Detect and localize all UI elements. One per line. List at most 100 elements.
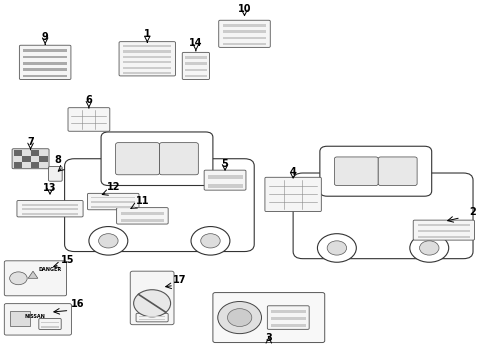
Bar [41,321,59,323]
FancyBboxPatch shape [39,319,61,329]
Bar [21,208,78,210]
Bar [120,212,164,215]
Bar [23,75,67,77]
Bar [417,224,469,226]
FancyBboxPatch shape [412,220,473,240]
FancyBboxPatch shape [334,157,377,185]
Text: 9: 9 [41,32,48,42]
Bar [184,69,206,71]
FancyBboxPatch shape [64,159,254,252]
Bar [91,201,135,203]
FancyBboxPatch shape [218,20,270,48]
Bar [184,75,206,77]
Bar [184,56,206,59]
Bar [222,30,266,33]
Text: DANGER: DANGER [39,266,61,271]
Bar [30,150,39,156]
FancyBboxPatch shape [159,143,198,175]
Text: 13: 13 [43,183,57,193]
FancyBboxPatch shape [136,313,168,322]
Bar [417,236,469,238]
Bar [10,311,30,326]
FancyBboxPatch shape [12,149,49,169]
FancyBboxPatch shape [130,271,174,325]
Bar [123,56,171,58]
Circle shape [191,226,229,255]
Bar [270,310,305,313]
Bar [30,162,39,168]
FancyBboxPatch shape [267,306,308,329]
Bar [39,156,47,162]
FancyBboxPatch shape [116,208,168,224]
Bar [123,45,171,47]
Bar [123,72,171,74]
Circle shape [409,234,448,262]
FancyBboxPatch shape [116,143,159,175]
FancyBboxPatch shape [68,108,110,131]
FancyBboxPatch shape [182,52,209,80]
Bar [21,204,78,206]
Text: 14: 14 [189,38,202,48]
Bar [139,319,165,320]
Bar [123,67,171,69]
FancyBboxPatch shape [101,132,212,185]
Bar [417,230,469,232]
Polygon shape [28,271,38,278]
FancyBboxPatch shape [119,42,175,76]
Bar [22,156,30,162]
Text: 5: 5 [221,159,228,169]
FancyBboxPatch shape [292,173,472,259]
Text: 6: 6 [85,95,92,105]
FancyBboxPatch shape [17,201,83,217]
Text: 1: 1 [143,29,150,39]
Text: 11: 11 [135,196,149,206]
FancyBboxPatch shape [48,167,62,181]
Bar [14,150,22,156]
Circle shape [133,290,170,317]
Text: NISSAN: NISSAN [25,314,46,319]
Text: 4: 4 [289,167,296,176]
Bar [270,324,305,327]
Bar [123,61,171,63]
Circle shape [89,226,127,255]
Bar [222,24,266,27]
FancyBboxPatch shape [4,261,66,296]
Text: 3: 3 [265,333,272,343]
Bar [222,43,266,45]
Bar [23,62,67,64]
FancyBboxPatch shape [264,177,321,212]
Circle shape [326,241,346,255]
FancyBboxPatch shape [20,45,71,80]
Text: 10: 10 [237,4,251,14]
Bar [120,219,164,222]
Bar [23,55,67,58]
Circle shape [99,234,118,248]
Circle shape [227,309,251,327]
Text: 2: 2 [468,207,475,217]
FancyBboxPatch shape [87,193,139,210]
Bar [91,197,135,198]
Bar [23,68,67,71]
Bar [207,175,242,179]
Text: 8: 8 [55,155,61,165]
Bar [21,213,78,215]
Bar [139,316,165,317]
Bar [222,37,266,39]
Circle shape [217,302,261,334]
Bar [184,63,206,65]
FancyBboxPatch shape [319,146,431,196]
Bar [91,206,135,208]
Bar [23,49,67,52]
Bar [41,326,59,328]
Bar [123,50,171,53]
Text: 16: 16 [70,300,84,309]
Text: 12: 12 [106,181,120,192]
FancyBboxPatch shape [203,170,245,190]
Bar [207,184,242,188]
Text: 7: 7 [27,137,34,147]
Bar [14,162,22,168]
FancyBboxPatch shape [377,157,416,185]
Bar [270,317,305,320]
Text: 17: 17 [172,275,186,285]
FancyBboxPatch shape [4,303,71,335]
